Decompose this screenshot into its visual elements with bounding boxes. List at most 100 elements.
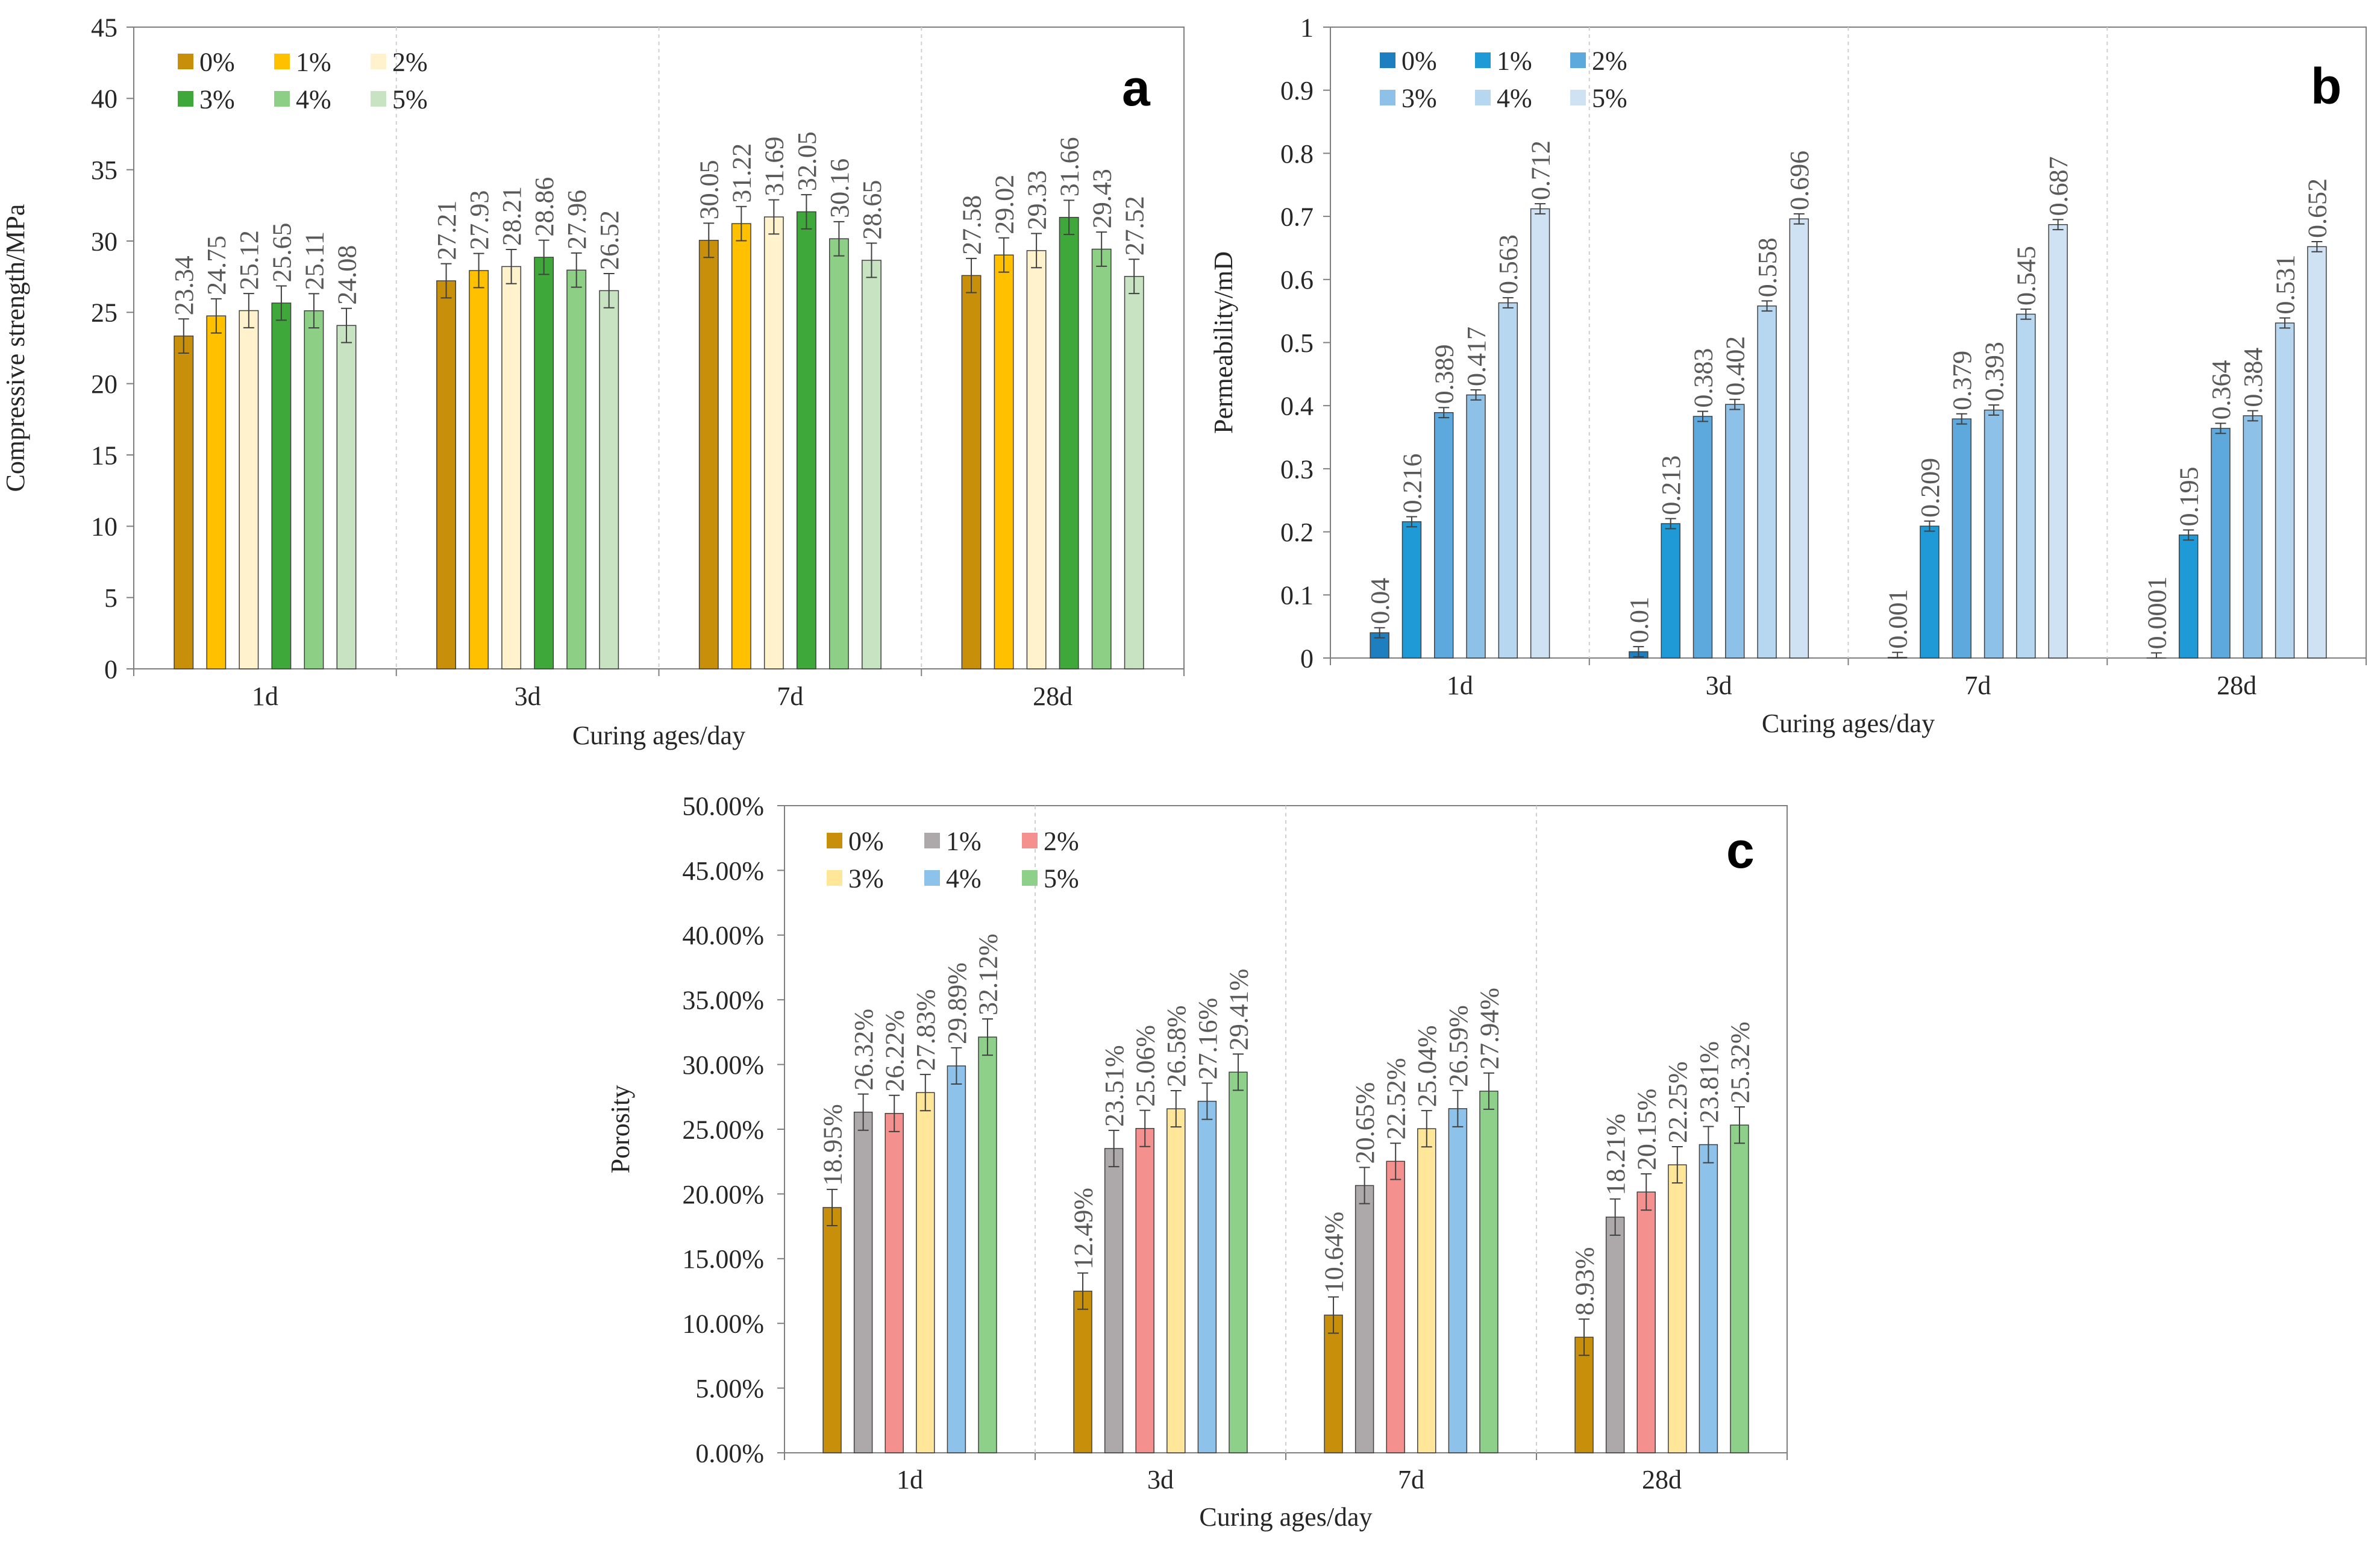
legend-label: 4% [296,84,331,114]
data-label: 26.52 [595,210,624,270]
bar [1952,418,1971,659]
data-label: 0.216 [1397,453,1427,513]
bar [1668,1164,1687,1453]
legend-swatch [274,91,290,107]
bar [1789,218,1809,659]
data-label: 27.83% [911,989,941,1071]
data-label: 30.05 [695,160,724,219]
bar [1661,523,1680,659]
data-label: 26.22% [880,1010,910,1092]
y-tick-label: 0.5 [1280,328,1314,358]
data-label: 8.93% [1570,1247,1599,1315]
bar [336,325,357,669]
bar [1984,409,2004,659]
legend-swatch [1570,90,1586,105]
legend-item: 0% [178,47,235,77]
bar [1354,1185,1374,1453]
data-label: 20.15% [1632,1088,1662,1170]
legend-item: 0% [1380,46,1437,75]
data-label: 29.02 [989,175,1019,234]
data-label: 0.001 [1884,589,1913,649]
bar [1479,1091,1498,1453]
data-label: 10.64% [1319,1212,1348,1294]
data-label: 29.33 [1022,170,1052,230]
legend-swatch [1380,52,1395,68]
y-axis-title: Permeability/mD [1209,251,1238,434]
chart-panel-c: 0.00% 5.00% 10.00% 15.00% 20.00% 25.00% 30.00%… [606,791,1788,1532]
legend-swatch [371,54,386,69]
bar [1730,1124,1749,1453]
y-tick-label: 1 [1300,13,1314,42]
legend-label: 0% [199,47,235,77]
legend-swatch [178,54,193,69]
bar [1135,1127,1154,1453]
bar [599,290,619,669]
bar [1417,1128,1436,1453]
data-label: 29.41% [1224,969,1253,1051]
bar [698,240,719,669]
bar [1104,1148,1124,1453]
data-label: 25.32% [1725,1021,1755,1103]
x-category-label: 28d [2217,671,2256,700]
data-label: 25.06% [1131,1025,1160,1107]
data-label: 32.12% [973,933,1003,1015]
legend-label: 2% [392,47,428,77]
data-label: 22.52% [1382,1058,1411,1140]
data-label: 27.16% [1193,998,1223,1080]
bar [469,270,489,669]
data-label: 12.49% [1068,1188,1098,1270]
x-axis-title: Curing ages/day [572,721,745,750]
data-label: 23.81% [1694,1041,1724,1123]
bar [174,335,194,669]
bar [2016,313,2036,659]
bar [2178,534,2199,659]
bar [239,310,259,669]
y-tick-label: 25 [91,298,117,328]
y-tick-label: 35.00% [682,986,764,1015]
data-label: 23.34 [169,255,199,315]
data-label: 25.65 [267,223,296,283]
legend-swatch [1475,52,1491,68]
data-label: 26.58% [1162,1005,1191,1087]
y-tick-label: 30 [91,227,117,256]
y-tick-label: 0 [1300,644,1314,673]
data-label: 0.563 [1494,234,1523,294]
data-label: 25.04% [1412,1025,1442,1107]
bar [501,266,522,669]
x-category-label: 1d [252,682,278,711]
data-label: 0.558 [1753,237,1782,297]
legend-label: 2% [1592,46,1627,75]
data-label: 27.58 [957,195,986,255]
legend-label: 5% [1592,83,1627,113]
y-tick-label: 5 [104,583,117,613]
y-tick-label: 40.00% [682,921,764,950]
legend-label: 2% [1044,826,1079,856]
data-label: 29.89% [942,962,972,1044]
bar [1059,216,1079,669]
bar [1324,1314,1343,1453]
bar [916,1092,935,1453]
legend-item: 2% [1022,826,1079,856]
data-label: 23.51% [1100,1045,1129,1127]
data-label: 31.66 [1055,137,1085,196]
x-category-label: 7d [777,682,803,711]
legend-label: 4% [946,863,982,893]
data-label: 0.389 [1430,344,1459,404]
data-label: 30.16 [825,158,854,218]
legend-item: 2% [1570,46,1627,75]
legend-label: 5% [1044,863,1079,893]
legend-item: 4% [924,863,982,893]
bar [2243,415,2263,659]
y-tick-label: 0.8 [1280,139,1314,169]
y-tick-label: 45 [91,13,117,42]
legend-item: 1% [1475,46,1532,75]
y-tick-label: 45.00% [682,856,764,886]
bar [1386,1161,1405,1453]
data-label: 0.687 [2044,156,2073,216]
data-label: 18.95% [818,1104,847,1186]
y-tick-label: 5.00% [695,1374,764,1403]
bar [2211,428,2231,659]
data-label: 28.21 [497,186,527,246]
legend-swatch [371,91,386,107]
data-label: 29.43 [1088,169,1117,228]
